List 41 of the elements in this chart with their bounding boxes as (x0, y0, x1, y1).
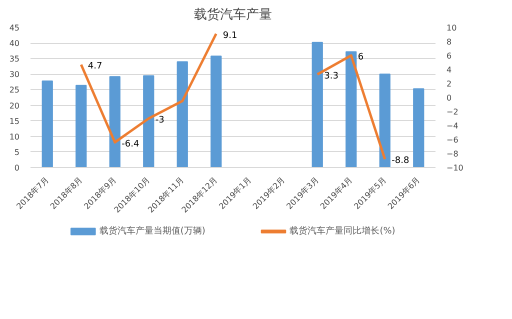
data-label: 4.7 (88, 62, 102, 72)
chart-title: 载货汽车产量 (194, 8, 272, 22)
bar (413, 88, 424, 168)
y2-tick-label: 4 (446, 66, 452, 74)
y2-tick-label: −6 (446, 136, 458, 144)
y2-tick-label: 6 (446, 52, 452, 60)
legend-label: 载货汽车产量当期值(万辆) (99, 226, 206, 236)
y-tick-label: 25 (9, 86, 20, 95)
data-label: -3 (155, 116, 164, 126)
y-tick-label: 45 (9, 24, 20, 32)
data-label: 3.3 (324, 71, 338, 82)
data-label: 6 (358, 52, 364, 62)
data-label: -8.8 (392, 156, 410, 166)
y-tick-label: 20 (9, 101, 20, 110)
y2-tick-label: −2 (446, 108, 458, 116)
bar (76, 84, 87, 168)
y2-tick-label: 2 (446, 80, 452, 88)
y-tick-label: 35 (9, 54, 20, 64)
bar (176, 61, 188, 168)
bar (312, 42, 323, 168)
y-tick-label: 10 (9, 132, 20, 142)
bar (379, 74, 390, 168)
bar (42, 80, 53, 168)
bar (346, 51, 357, 168)
data-label: -6.4 (122, 139, 140, 150)
data-label: 9.1 (222, 30, 238, 41)
y-tick-label: 40 (9, 39, 20, 48)
y2-tick-label: −8 (446, 150, 458, 158)
y2-tick-label: −4 (446, 122, 458, 130)
bar (109, 76, 120, 168)
y-tick-label: 0 (14, 164, 20, 172)
legend-label: 载货汽车产量同比增长(%) (290, 226, 396, 236)
y-tick-label: 5 (14, 148, 20, 157)
y2-tick-label: 10 (446, 24, 457, 32)
bar (210, 56, 222, 168)
y2-tick-label: 0 (446, 94, 452, 102)
y2-tick-label: −10 (446, 164, 464, 172)
y-tick-label: 15 (9, 116, 20, 126)
y2-tick-label: 8 (446, 38, 452, 46)
bar (143, 75, 154, 168)
y-tick-label: 30 (9, 70, 20, 80)
